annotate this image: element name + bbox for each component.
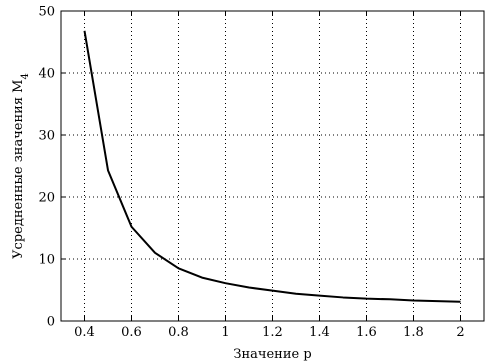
y-tick-label: 40 [38, 67, 55, 82]
y-tick-label: 20 [38, 191, 55, 206]
x-tick-label: 1.4 [309, 325, 330, 340]
plot-frame [60, 10, 485, 322]
y-tick-labels: 0 10 20 30 40 50 [38, 5, 55, 330]
x-tick-label: 0.6 [121, 325, 142, 340]
y-axis-label-main: Усредненные значения M [11, 80, 26, 259]
y-tick-label: 30 [38, 129, 55, 144]
x-tick-label: 0.4 [74, 325, 95, 340]
y-tick-label: 0 [47, 315, 55, 330]
x-tick-label: 1.6 [356, 325, 377, 340]
x-tick-label: 1.2 [262, 325, 283, 340]
x-tick-label: 1.8 [403, 325, 424, 340]
x-axis-label: Значение p [233, 347, 311, 362]
grid-layer [61, 10, 484, 322]
x-tick-labels: 0.4 0.6 0.8 1 1.2 1.4 1.6 1.8 2 [74, 325, 464, 340]
series-line [83, 30, 461, 303]
series-layer [83, 30, 461, 303]
y-axis-label: Усредненные значения M4 [11, 73, 31, 259]
tick-layer [61, 10, 484, 322]
y-axis-label-subscript: 4 [20, 73, 31, 79]
x-tick-label: 1 [221, 325, 229, 340]
x-tick-label: 0.8 [168, 325, 189, 340]
y-tick-label: 50 [38, 5, 55, 20]
y-tick-label: 10 [38, 253, 55, 268]
x-tick-label: 2 [456, 325, 464, 340]
